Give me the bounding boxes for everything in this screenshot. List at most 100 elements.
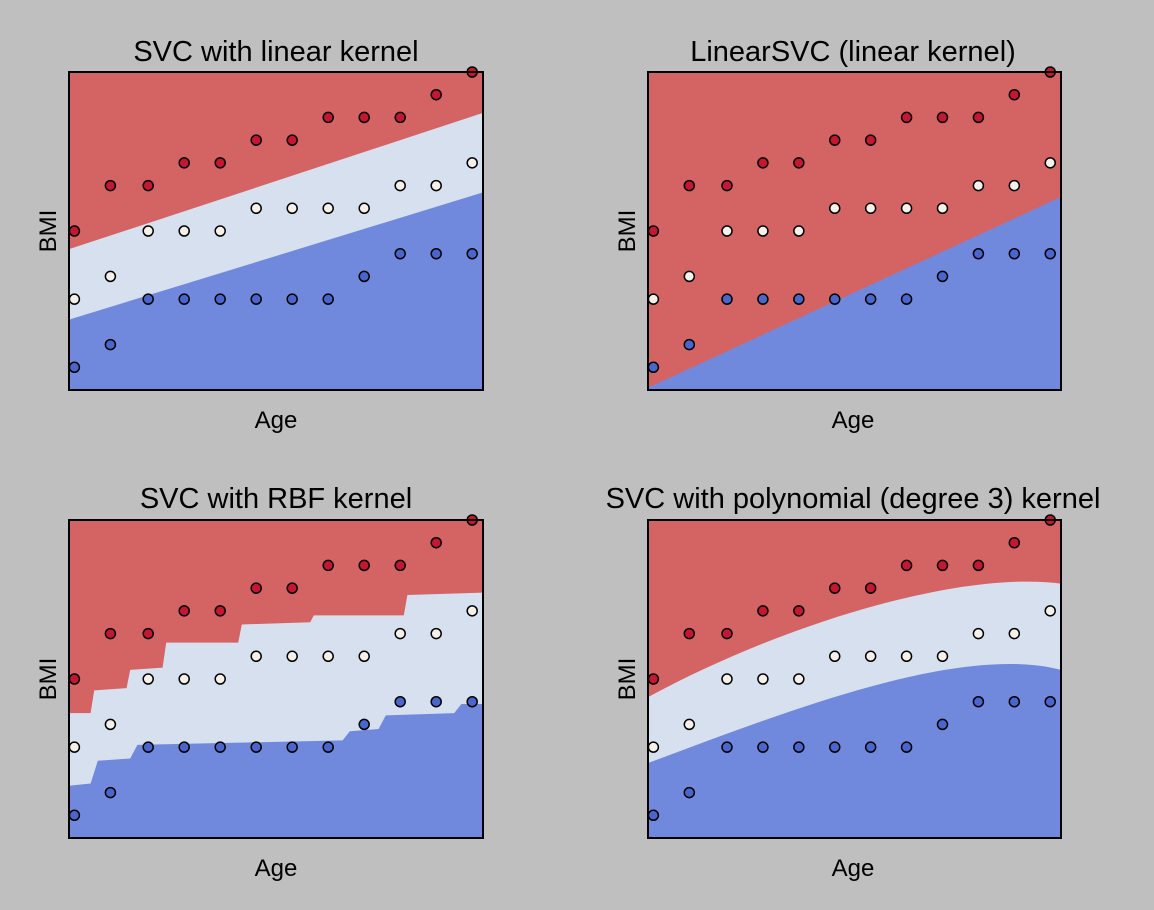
- data-point-mid: [68, 741, 81, 753]
- data-point-mid: [793, 673, 805, 685]
- data-point-mid: [286, 202, 298, 215]
- data-point-low: [214, 741, 226, 753]
- data-point-mid: [936, 650, 949, 663]
- data-point-high: [286, 134, 298, 146]
- data-point-low: [683, 338, 696, 351]
- data-point-mid: [430, 627, 442, 640]
- data-point-low: [358, 718, 370, 731]
- region-low: [648, 196, 1061, 390]
- plot-title: LinearSVC (linear kernel): [690, 36, 1016, 68]
- data-point-low: [250, 741, 262, 753]
- data-point-low: [322, 741, 334, 753]
- data-point-mid: [322, 202, 334, 215]
- data-point-low: [466, 247, 478, 260]
- data-point-mid: [466, 605, 478, 617]
- data-point-high: [828, 134, 841, 146]
- data-point-high: [757, 157, 769, 169]
- panel-svc-rbf: SVC with RBF kernel Age BMI: [35, 483, 484, 882]
- data-point-high: [757, 605, 769, 617]
- data-point-high: [68, 225, 81, 237]
- data-point-low: [142, 741, 154, 753]
- decision-regions: [648, 72, 1061, 390]
- data-point-high: [864, 582, 877, 594]
- data-points: [68, 66, 478, 374]
- data-point-mid: [286, 650, 298, 663]
- data-point-low: [358, 270, 370, 283]
- data-point-mid: [828, 650, 841, 663]
- data-point-high: [322, 111, 334, 124]
- data-point-low: [250, 293, 262, 305]
- panel-svc-linear: SVC with linear kernel Age BMI: [35, 36, 484, 434]
- data-point-high: [721, 627, 733, 640]
- data-point-mid: [647, 293, 660, 305]
- data-point-high: [1008, 88, 1021, 101]
- data-point-low: [1044, 247, 1056, 260]
- data-point-mid: [757, 225, 769, 237]
- axes-frame: [647, 71, 1062, 391]
- data-point-low: [900, 741, 913, 753]
- data-point-low: [936, 270, 949, 283]
- x-axis-label: Age: [255, 407, 298, 434]
- data-point-low: [1008, 695, 1021, 708]
- axes-frame: [68, 519, 484, 839]
- data-point-mid: [683, 718, 696, 731]
- data-point-mid: [1008, 179, 1021, 192]
- data-point-high: [828, 582, 841, 594]
- data-point-low: [757, 741, 769, 753]
- panel-svc-poly: SVC with polynomial (degree 3) kernel Ag…: [606, 483, 1101, 882]
- data-point-high: [936, 559, 949, 572]
- data-point-low: [647, 809, 660, 822]
- y-axis-label: BMI: [614, 658, 641, 701]
- data-point-mid: [900, 202, 913, 215]
- region-low: [69, 703, 483, 838]
- data-point-mid: [721, 225, 733, 237]
- data-point-low: [430, 247, 442, 260]
- y-axis-label: BMI: [35, 658, 62, 701]
- data-point-low: [104, 786, 117, 799]
- data-point-high: [104, 179, 117, 192]
- data-point-high: [214, 157, 226, 169]
- data-point-high: [430, 88, 442, 101]
- data-point-mid: [721, 673, 733, 685]
- data-point-mid: [394, 627, 406, 640]
- data-point-low: [1044, 695, 1056, 708]
- data-point-low: [864, 741, 877, 753]
- data-point-low: [286, 741, 298, 753]
- data-point-high: [1008, 536, 1021, 549]
- data-point-low: [936, 718, 949, 731]
- data-point-high: [142, 179, 154, 192]
- data-point-mid: [142, 673, 154, 685]
- data-point-low: [647, 361, 660, 374]
- data-point-low: [178, 293, 190, 305]
- data-point-low: [214, 293, 226, 305]
- data-point-high: [972, 559, 985, 572]
- data-point-high: [358, 559, 370, 572]
- plot-title: SVC with polynomial (degree 3) kernel: [606, 483, 1101, 515]
- data-point-mid: [864, 202, 877, 215]
- data-point-high: [972, 111, 985, 124]
- data-point-mid: [828, 202, 841, 215]
- data-point-high: [394, 559, 406, 572]
- data-point-mid: [250, 202, 262, 215]
- data-point-high: [430, 536, 442, 549]
- region-low: [69, 192, 483, 390]
- data-point-low: [142, 293, 154, 305]
- data-point-mid: [647, 741, 660, 753]
- data-point-low: [864, 293, 877, 305]
- data-point-mid: [1044, 157, 1056, 169]
- y-axis-label: BMI: [35, 210, 62, 253]
- data-point-low: [68, 361, 81, 374]
- data-point-low: [900, 293, 913, 305]
- data-point-mid: [1044, 605, 1056, 617]
- x-axis-label: Age: [255, 855, 298, 882]
- data-point-mid: [358, 650, 370, 663]
- data-point-low: [178, 741, 190, 753]
- x-axis-label: Age: [832, 855, 875, 882]
- data-points: [647, 514, 1056, 822]
- data-point-mid: [104, 270, 117, 283]
- data-point-low: [322, 293, 334, 305]
- data-point-high: [394, 111, 406, 124]
- data-point-low: [430, 695, 442, 708]
- data-point-mid: [683, 270, 696, 283]
